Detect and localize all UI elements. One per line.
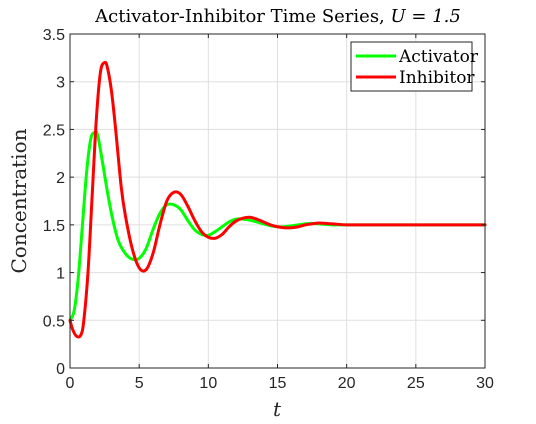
x-tick-labels: 0 5 10 15 20 25 30 <box>66 375 494 392</box>
y-tick-label: 2 <box>56 170 65 187</box>
chart-title: Activator-Inhibitor Time Series, U = 1.5 <box>94 6 461 27</box>
chart-title-math: U = 1.5 <box>391 6 461 27</box>
x-tick-label: 20 <box>338 375 356 392</box>
y-tick-label: 3 <box>56 75 65 92</box>
y-tick-label: 3.5 <box>43 27 65 44</box>
y-tick-label: 1.5 <box>43 218 65 235</box>
x-tick-label: 10 <box>199 375 217 392</box>
x-tick-label: 5 <box>135 375 144 392</box>
legend-box <box>350 41 473 92</box>
series-line-inhibitor <box>68 60 487 339</box>
legend-label-activator: Activator <box>398 47 479 67</box>
x-tick-label: 25 <box>407 375 425 392</box>
chart-title-text: Activator-Inhibitor Time Series, <box>94 6 390 27</box>
x-axis-label: t <box>273 397 282 421</box>
y-tick-label: 2.5 <box>43 122 65 139</box>
y-tick-label: 1 <box>56 266 65 283</box>
x-tick-label: 30 <box>476 375 494 392</box>
x-tick-label: 0 <box>66 375 75 392</box>
y-tick-label: 0.5 <box>43 313 65 330</box>
y-tick-labels: 0 0.5 1 1.5 2 2.5 3 3.5 <box>43 27 65 378</box>
ticks <box>69 33 486 369</box>
series-layer <box>68 60 487 339</box>
x-tick-label: 15 <box>269 375 287 392</box>
y-axis-label: Concentration <box>7 128 31 273</box>
legend: Activator Inhibitor <box>350 41 479 92</box>
legend-label-inhibitor: Inhibitor <box>399 68 475 88</box>
y-tick-label: 0 <box>56 361 65 378</box>
